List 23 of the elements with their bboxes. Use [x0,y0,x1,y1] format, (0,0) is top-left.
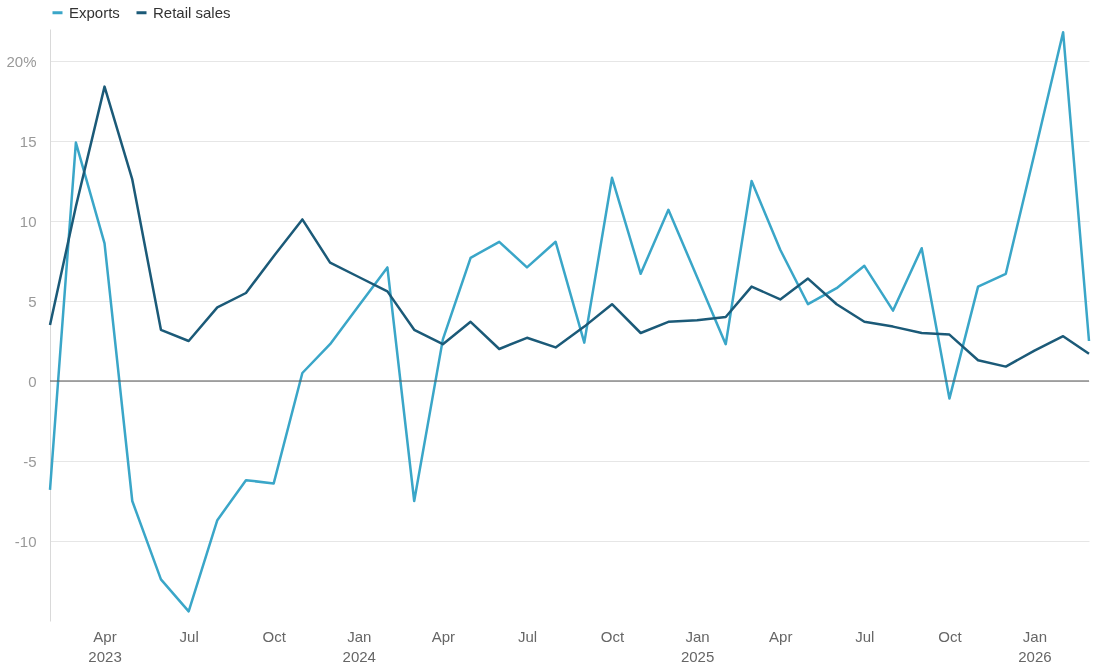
x-tick-label: Oct [600,627,626,645]
line-series [48,85,1091,368]
y-tick-label: 10 [19,212,37,230]
y-tick-label: 15 [19,132,37,150]
x-tick-label: Jul [855,627,875,645]
y-tick-label: -5 [23,452,37,470]
y-tick-label: 5 [28,292,37,310]
x-tick-label: Jan 2025 [680,627,715,665]
x-tick-label: Oct [262,627,287,645]
legend-label: Exports [69,3,120,21]
y-tick-label: 0 [28,372,37,390]
legend-label: Retail sales [153,3,231,21]
x-tick-label: Jan 2026 [1018,627,1052,665]
x-tick-label: Apr [431,627,456,645]
line-series [48,30,1091,613]
x-tick-label: Jul [517,627,538,645]
x-tick-label: Apr 2023 [88,627,122,665]
x-tick-label: Jan 2024 [342,627,376,665]
y-tick-label: 20% [6,52,37,70]
x-tick-label: Apr [769,627,793,645]
y-tick-label: -10 [14,532,37,550]
x-tick-label: Oct [938,627,963,645]
x-tick-label: Jul [179,627,199,645]
